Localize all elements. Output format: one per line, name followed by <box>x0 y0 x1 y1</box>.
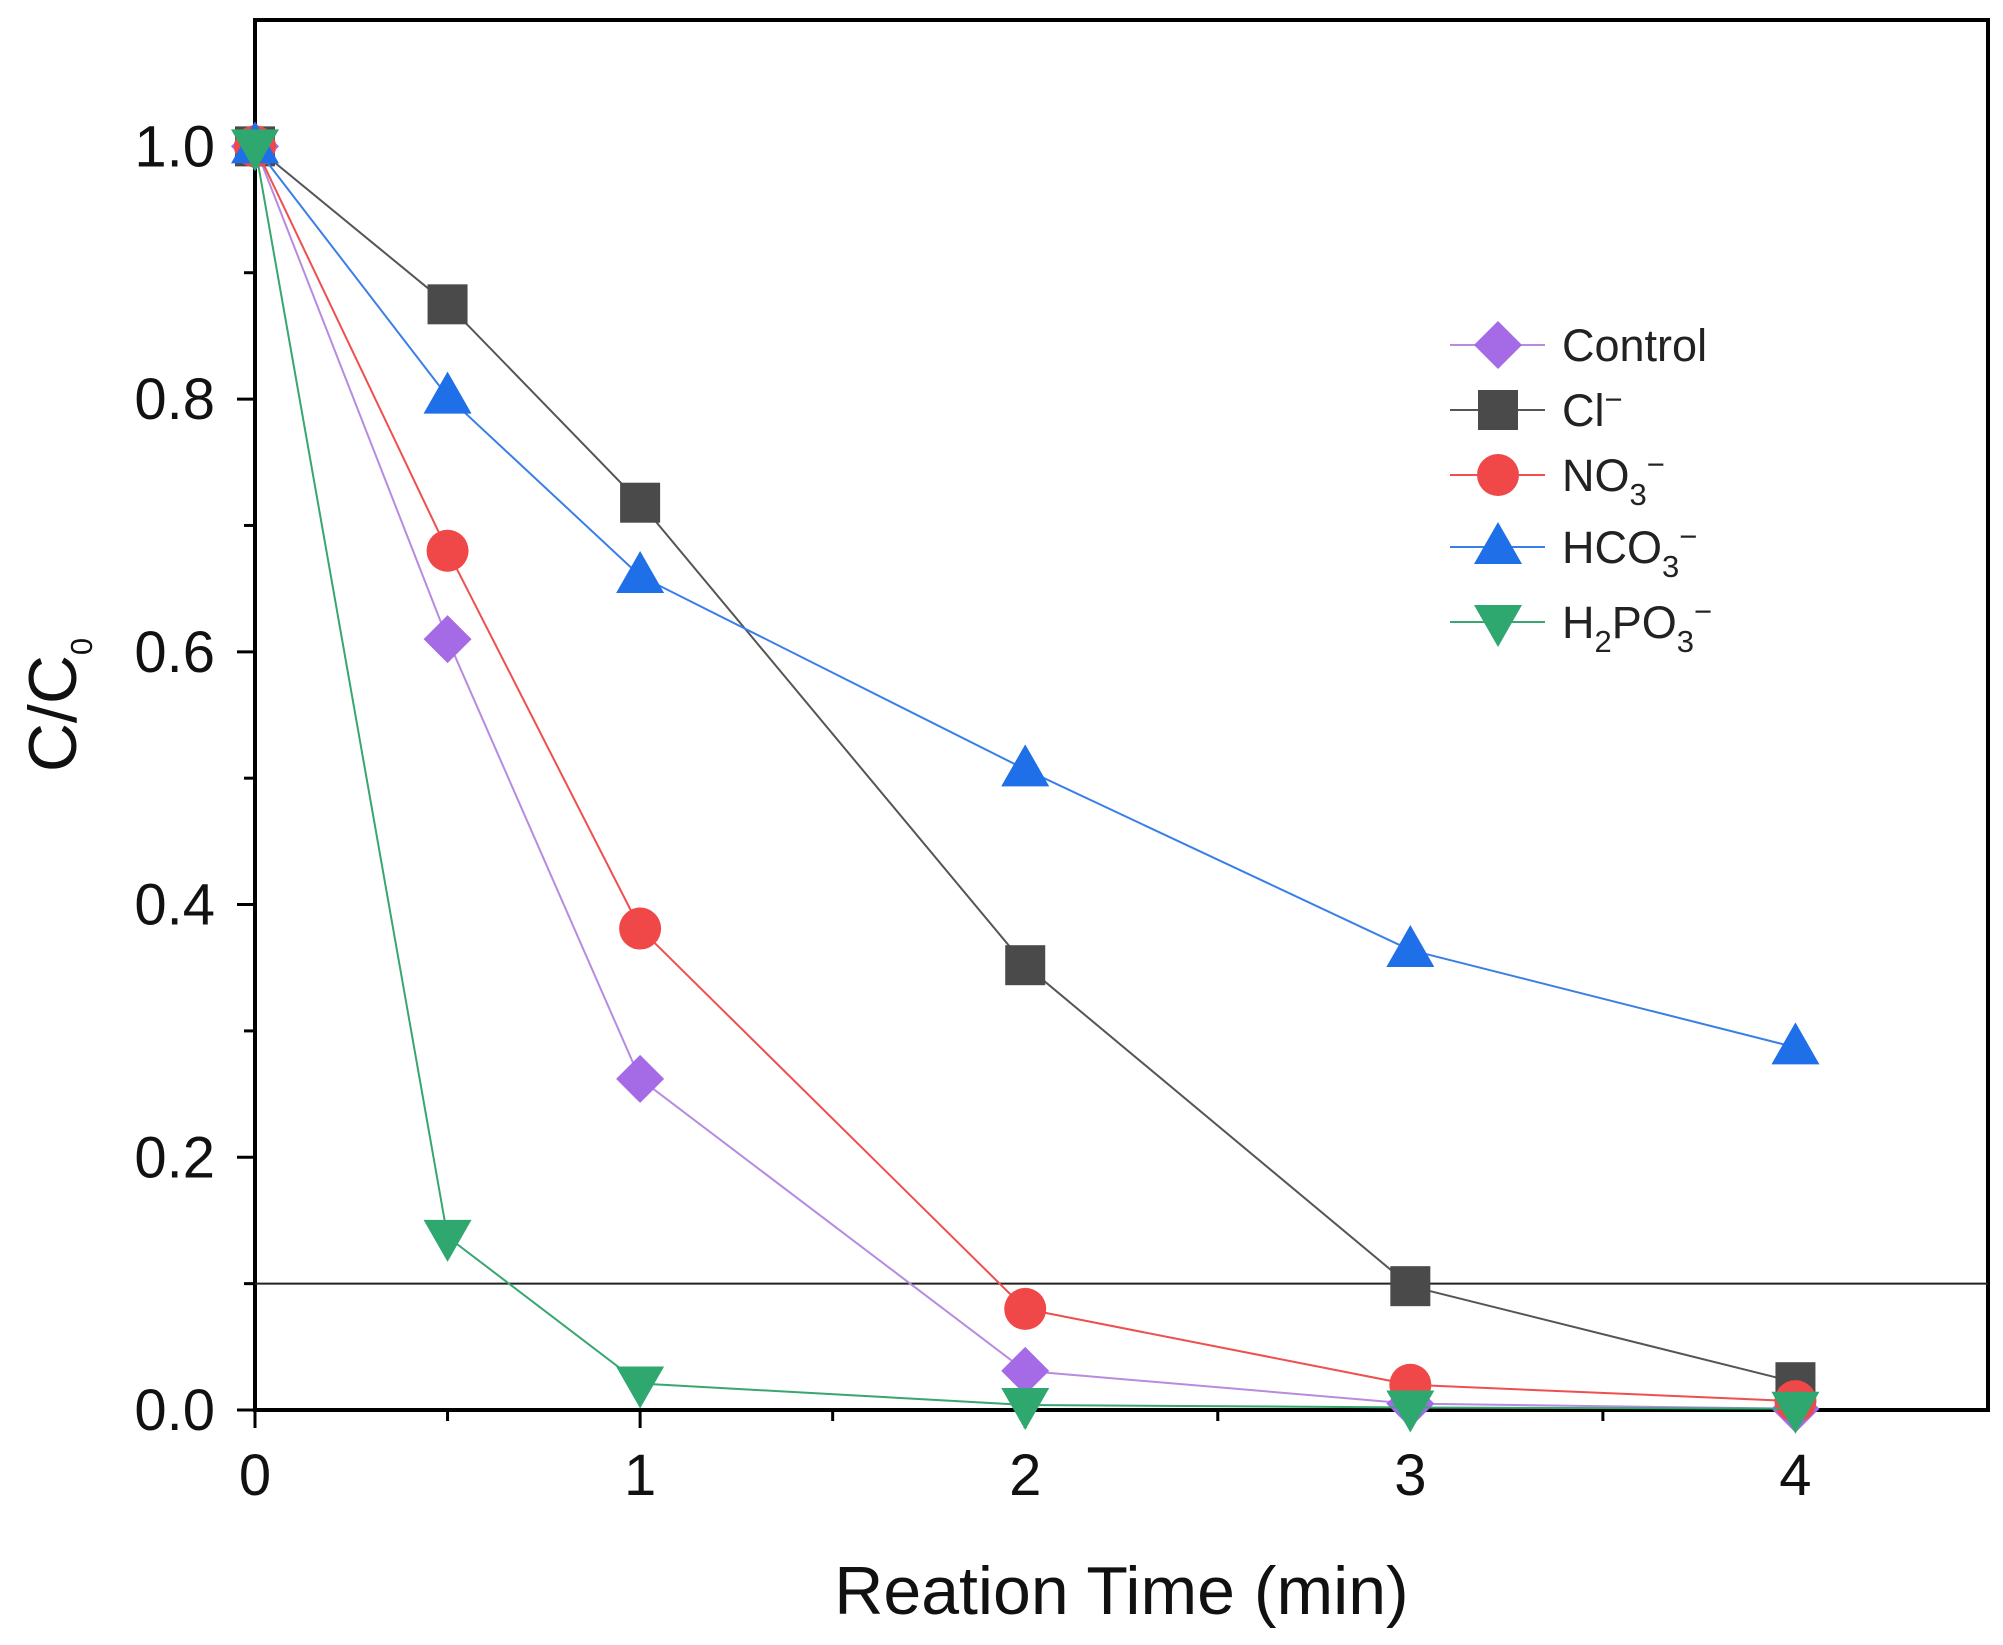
series-line <box>254 145 1796 1384</box>
legend-label-subscript: 3 <box>1662 549 1679 584</box>
legend-marker <box>1474 522 1522 564</box>
data-point <box>423 371 472 414</box>
data-point <box>1771 1022 1820 1065</box>
y-tick-label: 0.4 <box>134 873 215 938</box>
data-point <box>231 129 279 172</box>
legend-entry: Cl− <box>1450 382 1623 436</box>
data-point <box>1771 1391 1820 1434</box>
legend-label: Cl− <box>1562 382 1623 436</box>
series-line <box>254 145 1796 1403</box>
x-tick-label: 3 <box>1394 1443 1426 1508</box>
legend-label: Control <box>1562 320 1707 371</box>
legend-entry: NO3− <box>1450 447 1665 512</box>
y-tick-label: 0.6 <box>134 620 215 685</box>
data-point <box>616 551 665 593</box>
x-tick-label: 1 <box>624 1443 656 1508</box>
data-point <box>426 529 469 572</box>
legend-marker <box>1477 454 1519 496</box>
data-point <box>427 284 468 325</box>
series-h <box>231 129 1820 1434</box>
series-hco <box>231 121 1820 1065</box>
data-point <box>616 1054 665 1103</box>
legend-label-main: H <box>1562 597 1595 648</box>
legend-label-subscript: 2 <box>1595 624 1612 659</box>
legend-label-superscript: − <box>1605 382 1623 417</box>
y-tick-label: 1.0 <box>134 114 215 179</box>
y-axis-title-main: C/C <box>15 655 91 772</box>
legend-label-continuation: PO <box>1612 597 1677 648</box>
legend-marker <box>1478 390 1518 430</box>
y-tick-label: 0.2 <box>134 1125 215 1190</box>
data-point <box>1001 1387 1050 1430</box>
legend-marker <box>1474 605 1522 647</box>
data-point <box>619 907 662 950</box>
plot-frame <box>253 18 1990 1412</box>
legend-label: HCO3− <box>1562 519 1697 584</box>
legend-label-main: Control <box>1562 320 1707 371</box>
x-tick-label: 2 <box>1009 1443 1041 1508</box>
legend-label: H2PO3− <box>1562 594 1712 659</box>
y-axis-title: C/C0 <box>15 638 99 772</box>
legend-label-superscript: − <box>1694 594 1712 629</box>
data-point <box>1004 1287 1047 1330</box>
x-axis-title: Reation Time (min) <box>834 1553 1408 1629</box>
legend-entry: Control <box>1450 320 1707 371</box>
x-tick-label: 0 <box>239 1443 271 1508</box>
axis-labels-layer: Reation Time (min)C/C0 <box>15 638 1409 1629</box>
legend-label-main: NO <box>1562 450 1630 501</box>
data-point <box>1005 945 1046 986</box>
data-point <box>423 615 472 664</box>
legend-label-superscript: − <box>1679 519 1697 554</box>
data-point <box>1001 1346 1050 1395</box>
data-point <box>616 1366 665 1409</box>
legend-label-superscript: − <box>1647 447 1665 482</box>
data-point <box>423 1219 472 1262</box>
legend-label-subscript: 3 <box>1630 477 1647 512</box>
data-point <box>1001 744 1050 787</box>
data-point <box>1386 925 1435 968</box>
series-line <box>254 145 1796 1049</box>
y-tick-label: 0.0 <box>134 1378 215 1443</box>
data-point <box>1390 1266 1431 1307</box>
series-line <box>254 145 1796 1410</box>
legend-entry: HCO3− <box>1450 519 1697 584</box>
legend-label: NO3− <box>1562 447 1665 512</box>
legend-entry: H2PO3− <box>1450 594 1712 659</box>
y-axis-title-subscript: 0 <box>64 638 99 655</box>
series-layer <box>231 121 1820 1434</box>
x-tick-label: 4 <box>1779 1443 1811 1508</box>
legend-label-main: Cl <box>1562 385 1605 436</box>
y-tick-label: 0.8 <box>134 367 215 432</box>
series-line <box>254 146 1796 1410</box>
axes-layer: 0 1 2 3 4 0.0 0.2 0.4 0.6 0.8 1.0 <box>134 18 1990 1508</box>
data-point <box>620 482 661 523</box>
legend-label-second-subscript: 3 <box>1677 624 1694 659</box>
legend-label-main: HCO <box>1562 522 1662 573</box>
legend-marker <box>1474 321 1522 369</box>
data-point <box>1386 1390 1435 1433</box>
